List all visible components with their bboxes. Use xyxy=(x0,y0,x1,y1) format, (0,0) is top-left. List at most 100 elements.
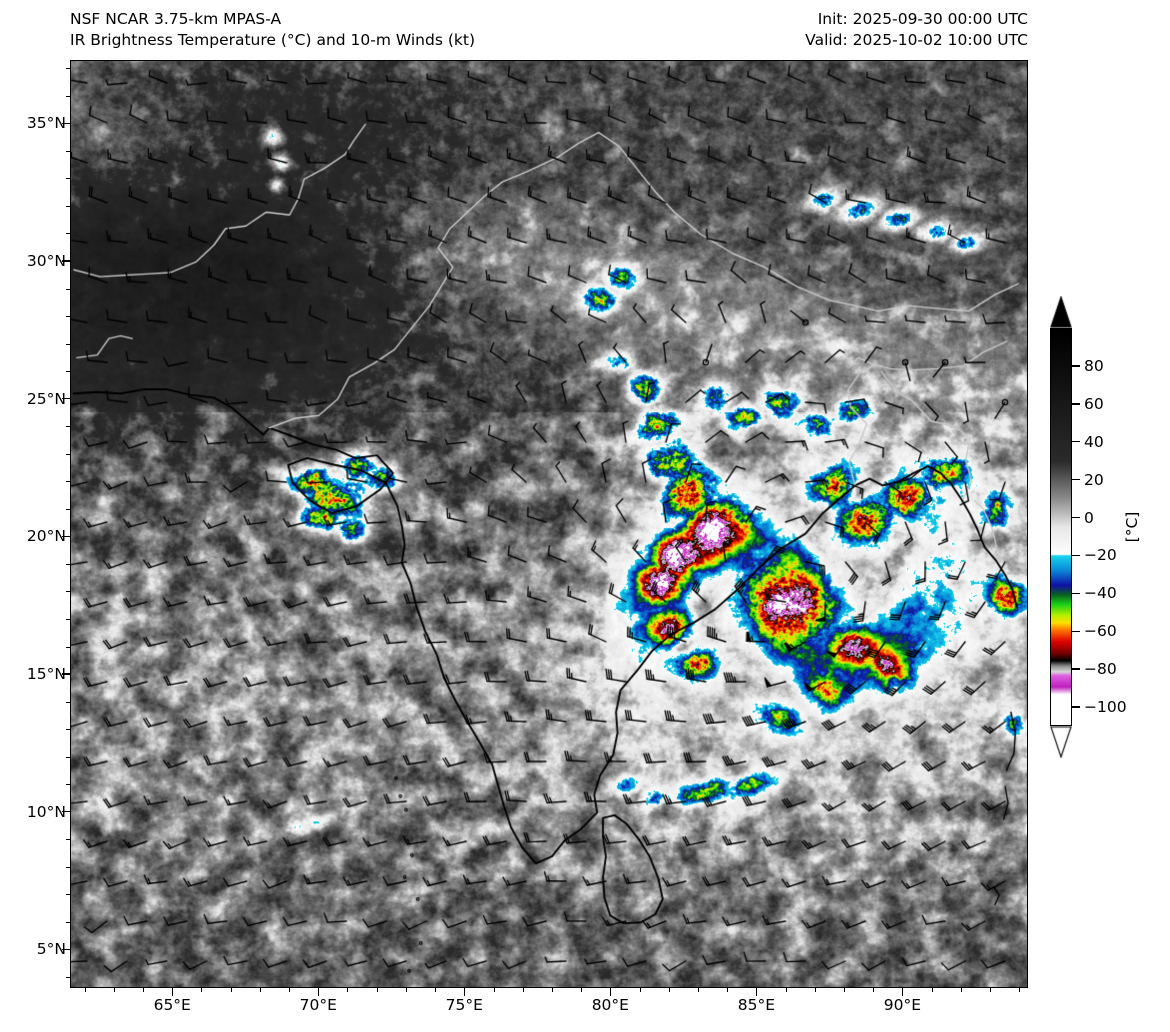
x-minor-tick xyxy=(435,988,437,992)
colorbar-tick-label: 0 xyxy=(1084,508,1094,527)
colorbar-tick-mark xyxy=(1072,706,1080,708)
colorbar-tick-label: −100 xyxy=(1084,698,1127,717)
x-minor-tick xyxy=(814,988,816,992)
x-minor-tick xyxy=(931,988,933,992)
y-tick-label: 15°N xyxy=(26,665,66,684)
x-tick-mark xyxy=(609,988,611,996)
colorbar-tick-label: −60 xyxy=(1084,622,1117,641)
y-tick-label: 35°N xyxy=(26,114,66,133)
y-minor-tick xyxy=(66,288,70,290)
x-minor-tick xyxy=(347,988,349,992)
x-minor-tick xyxy=(405,988,407,992)
colorbar-tick-mark xyxy=(1072,478,1080,481)
x-minor-tick xyxy=(960,988,962,992)
x-tick-mark xyxy=(463,988,465,996)
ir-brightness-temperature-map xyxy=(71,61,1027,987)
colorbar-tick-label: 80 xyxy=(1084,356,1104,375)
y-minor-tick xyxy=(66,756,70,758)
y-minor-tick xyxy=(66,68,70,70)
colorbar-gradient xyxy=(1050,328,1072,726)
y-minor-tick xyxy=(66,866,70,868)
colorbar-extend-max-arrow xyxy=(1050,296,1072,328)
x-minor-tick xyxy=(581,988,583,992)
y-minor-tick xyxy=(66,371,70,373)
y-minor-tick xyxy=(66,426,70,428)
y-tick-mark xyxy=(62,122,70,124)
model-title: NSF NCAR 3.75-km MPAS-A xyxy=(70,10,282,28)
x-minor-tick xyxy=(376,988,378,992)
x-minor-tick xyxy=(522,988,524,992)
x-minor-tick xyxy=(289,988,291,992)
y-minor-tick xyxy=(66,784,70,786)
colorbar-tick-mark xyxy=(1072,365,1080,367)
x-minor-tick xyxy=(668,988,670,992)
colorbar-tick-label: −20 xyxy=(1084,546,1117,565)
x-minor-tick xyxy=(493,988,495,992)
y-minor-tick xyxy=(66,150,70,152)
x-minor-tick xyxy=(843,988,845,992)
y-tick-label: 30°N xyxy=(26,252,66,271)
y-minor-tick xyxy=(66,508,70,510)
x-minor-tick xyxy=(551,988,553,992)
colorbar-tick-mark xyxy=(1072,403,1080,405)
colorbar-tick-mark xyxy=(1072,516,1080,519)
x-tick-label: 70°E xyxy=(299,996,337,1014)
y-minor-tick xyxy=(66,178,70,180)
y-tick-mark xyxy=(62,260,70,262)
y-tick-label: 20°N xyxy=(26,527,66,546)
colorbar-tick-label: 60 xyxy=(1084,394,1104,413)
header-left-block: NSF NCAR 3.75-km MPAS-A IR Brightness Te… xyxy=(70,9,710,51)
colorbar-extend-min-arrow xyxy=(1050,726,1072,758)
x-minor-tick xyxy=(1019,988,1021,992)
y-minor-tick xyxy=(66,646,70,648)
x-minor-tick xyxy=(143,988,145,992)
x-minor-tick xyxy=(697,988,699,992)
valid-time-label: Valid: 2025-10-02 10:00 UTC xyxy=(805,31,1028,49)
y-tick-label: 5°N xyxy=(36,940,66,959)
y-minor-tick xyxy=(66,839,70,841)
x-tick-mark xyxy=(901,988,903,996)
y-tick-mark xyxy=(62,948,70,951)
colorbar: 80 60 40 20 0 −20 −40 −60 −80 −100 [°C] xyxy=(1046,296,1170,758)
init-time-label: Init: 2025-09-30 00:00 UTC xyxy=(817,10,1028,28)
x-minor-tick xyxy=(873,988,875,992)
x-tick-label: 75°E xyxy=(445,996,483,1014)
colorbar-tick-mark xyxy=(1072,630,1080,632)
y-minor-tick xyxy=(66,729,70,731)
colorbar-tick-mark xyxy=(1072,668,1080,670)
colorbar-tick-mark xyxy=(1072,592,1080,595)
colorbar-tick-label: 20 xyxy=(1084,470,1104,489)
colorbar-unit-label: [°C] xyxy=(1123,511,1141,543)
x-tick-mark xyxy=(755,988,757,996)
y-minor-tick xyxy=(66,205,70,207)
y-minor-tick xyxy=(66,453,70,455)
y-tick-mark xyxy=(62,535,70,537)
y-minor-tick xyxy=(66,316,70,318)
y-minor-tick xyxy=(66,591,70,593)
y-minor-tick xyxy=(66,481,70,483)
colorbar-tick-mark xyxy=(1072,441,1080,443)
y-tick-label: 10°N xyxy=(26,802,66,821)
y-tick-mark xyxy=(62,811,70,813)
x-minor-tick xyxy=(201,988,203,992)
y-minor-tick xyxy=(66,233,70,235)
y-minor-tick xyxy=(66,95,70,97)
x-minor-tick xyxy=(113,988,115,992)
x-tick-label: 65°E xyxy=(153,996,191,1014)
x-minor-tick xyxy=(84,988,86,992)
y-tick-mark xyxy=(62,398,70,400)
x-minor-tick xyxy=(727,988,729,992)
y-minor-tick xyxy=(66,563,70,565)
x-tick-label: 85°E xyxy=(737,996,775,1014)
y-minor-tick xyxy=(66,701,70,703)
colorbar-tick-label: −40 xyxy=(1084,584,1117,603)
y-minor-tick xyxy=(66,619,70,620)
y-minor-tick xyxy=(66,894,70,896)
y-minor-tick xyxy=(66,921,70,923)
x-minor-tick xyxy=(230,988,232,992)
map-plot-area[interactable] xyxy=(70,60,1028,988)
x-minor-tick xyxy=(259,988,261,992)
header-right-block: Init: 2025-09-30 00:00 UTC Valid: 2025-1… xyxy=(560,9,1028,51)
x-tick-mark xyxy=(171,988,173,996)
colorbar-tick-label: −80 xyxy=(1084,660,1117,679)
